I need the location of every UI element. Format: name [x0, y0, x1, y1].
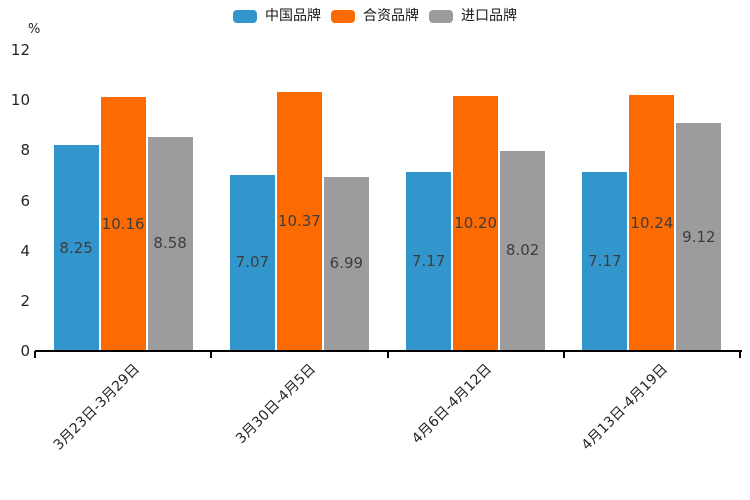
legend-item: 中国品牌 [233, 6, 321, 26]
bar-value-label: 7.17 [588, 252, 622, 271]
x-tick-mark [739, 351, 741, 358]
bar-value-label: 9.12 [682, 227, 716, 246]
bar-value-label: 8.25 [59, 238, 93, 257]
legend-label: 中国品牌 [265, 8, 321, 24]
bar-s1-g1 [275, 90, 323, 351]
y-tick-label: 12 [10, 41, 30, 59]
x-tick-mark [562, 351, 565, 358]
legend-item: 合资品牌 [331, 6, 419, 26]
y-axis-unit-label: % [28, 22, 41, 37]
legend-swatch-icon [233, 9, 257, 23]
y-tick-label: 6 [20, 191, 30, 210]
y-tick-label: 4 [20, 241, 30, 260]
bar-s0-g2 [405, 171, 453, 351]
bar-s2-g1 [322, 175, 370, 351]
x-tick-mark [210, 351, 213, 358]
bar-value-label: 10.20 [454, 214, 498, 233]
y-tick-label: 0 [20, 342, 30, 360]
bar-s0-g3 [581, 171, 629, 351]
legend-label: 合资品牌 [363, 8, 419, 24]
y-tick-label: 10 [10, 91, 30, 110]
x-category-label: 3月30日-4月5日 [232, 361, 319, 448]
bar-value-label: 10.37 [277, 211, 321, 230]
x-category-label: 3月23日-3月29日 [50, 361, 143, 454]
bar-value-label: 7.07 [235, 253, 270, 272]
legend-label: 进口品牌 [461, 8, 517, 24]
bar-s2-g2 [499, 149, 547, 351]
bar-s1-g0 [99, 96, 147, 351]
legend-swatch-icon [429, 9, 453, 23]
bar-value-label: 8.02 [505, 241, 540, 260]
bar-s0-g0 [52, 144, 100, 351]
bar-s1-g3 [628, 94, 676, 351]
bar-s2-g3 [675, 122, 723, 351]
bar-s2-g0 [146, 135, 194, 351]
bar-s1-g2 [452, 95, 500, 351]
x-tick-mark [34, 351, 36, 358]
x-axis-line [35, 350, 742, 352]
bar-value-label: 10.16 [101, 214, 145, 233]
legend-item: 进口品牌 [429, 6, 517, 26]
bar-value-label: 6.99 [329, 254, 364, 273]
x-category-label: 4月13日-4月19日 [579, 361, 672, 454]
x-tick-mark [386, 351, 389, 358]
y-tick-label: 2 [20, 291, 30, 310]
bar-s0-g1 [228, 173, 276, 351]
legend-swatch-icon [331, 9, 355, 23]
bar-value-label: 10.24 [630, 213, 674, 232]
legend: 中国品牌 合资品牌 进口品牌 [0, 6, 750, 26]
y-tick-label: 8 [20, 141, 30, 160]
x-category-label: 4月6日-4月12日 [409, 361, 496, 448]
bar-value-label: 8.58 [153, 234, 187, 253]
bar-value-label: 7.17 [411, 252, 446, 271]
